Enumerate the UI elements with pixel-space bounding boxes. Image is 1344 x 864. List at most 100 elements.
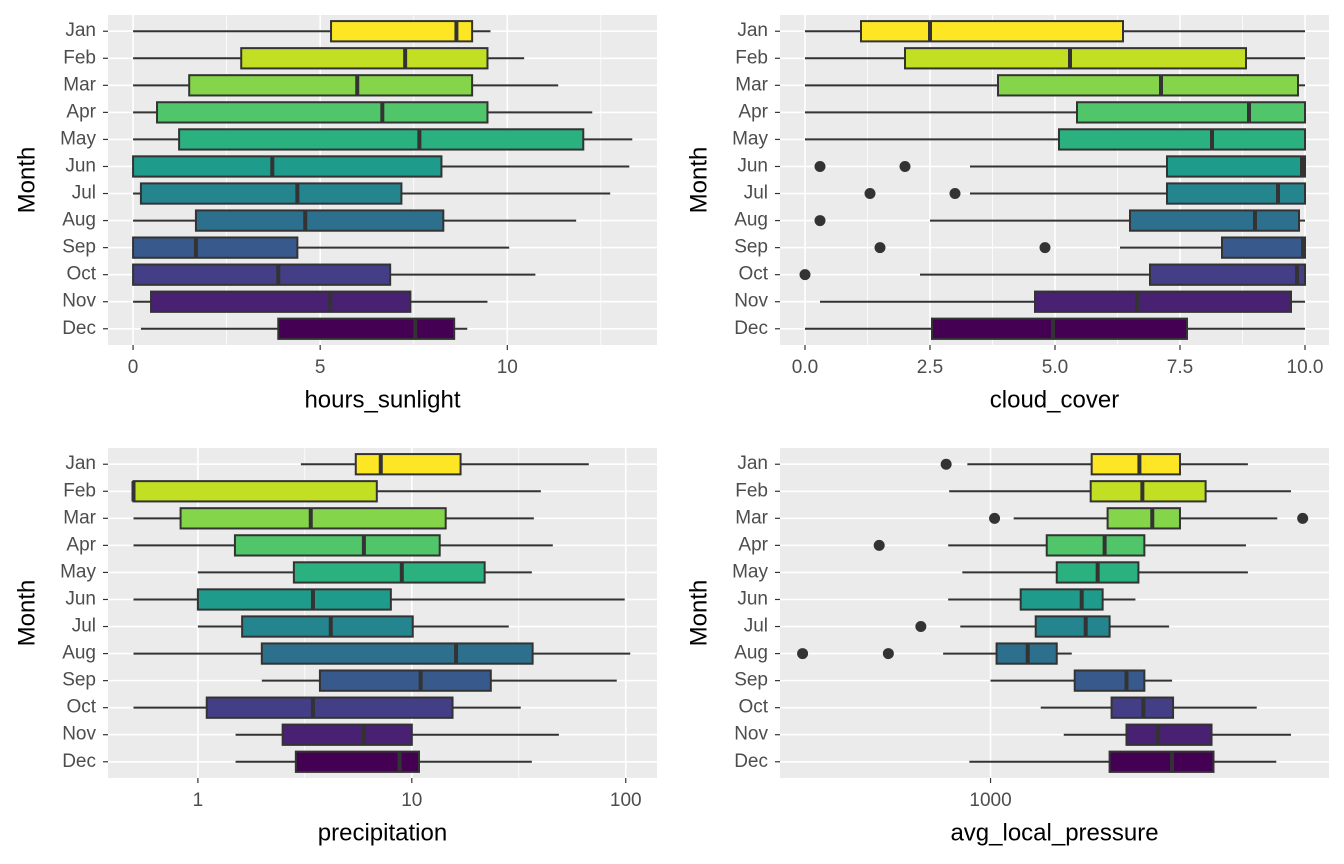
y-tick-label: Jun	[65, 155, 96, 176]
box	[1108, 750, 1215, 773]
box	[132, 263, 392, 286]
x-axis-title: cloud_cover	[990, 386, 1119, 413]
box	[1073, 669, 1146, 692]
box	[1019, 588, 1104, 611]
box	[178, 128, 585, 151]
box	[292, 561, 486, 584]
x-tick-label: 10	[401, 790, 422, 811]
box	[931, 317, 1188, 340]
box	[241, 615, 414, 638]
box	[132, 155, 443, 178]
y-tick-label: Aug	[734, 643, 768, 664]
outlier	[814, 160, 826, 172]
x-tick-label: 0	[128, 357, 139, 378]
y-tick-label: Jun	[737, 155, 768, 176]
y-tick-label: Jan	[737, 453, 768, 474]
box	[188, 74, 474, 97]
y-axis-title: Month	[13, 147, 40, 214]
y-axis-title: Month	[13, 580, 40, 647]
y-tick-label: Oct	[738, 697, 768, 718]
box	[1166, 182, 1306, 205]
box	[139, 182, 403, 205]
outlier	[882, 648, 894, 660]
box	[330, 20, 474, 43]
outlier	[915, 621, 927, 633]
outlier	[989, 512, 1001, 524]
y-tick-label: Nov	[62, 291, 96, 312]
x-axis-title: precipitation	[318, 819, 447, 846]
y-tick-label: Mar	[735, 507, 768, 528]
y-tick-label: Oct	[66, 697, 96, 718]
x-axis-title: hours_sunlight	[304, 386, 460, 413]
box	[1045, 534, 1146, 557]
box	[860, 20, 1124, 43]
y-tick-label: Jan	[65, 20, 96, 41]
y-tick-label: Oct	[738, 264, 768, 285]
box	[1089, 480, 1207, 503]
box	[1034, 290, 1292, 313]
outlier	[1297, 512, 1309, 524]
x-tick-label: 7.5	[1167, 357, 1193, 378]
y-tick-label: Apr	[66, 101, 96, 122]
box	[156, 101, 489, 124]
box	[1149, 263, 1306, 286]
box	[132, 236, 299, 259]
outlier	[873, 539, 885, 551]
y-tick-label: Jul	[72, 616, 96, 637]
y-tick-label: Dec	[734, 751, 768, 772]
y-tick-label: Sep	[734, 237, 768, 258]
box	[277, 317, 456, 340]
y-tick-label: Feb	[735, 47, 768, 68]
box	[205, 696, 454, 719]
y-tick-label: Jul	[744, 183, 768, 204]
y-tick-label: Feb	[63, 480, 96, 501]
y-tick-label: Feb	[735, 480, 768, 501]
box	[1076, 101, 1306, 124]
panel-background	[108, 15, 657, 345]
y-tick-label: Aug	[734, 210, 768, 231]
x-tick-label: 100	[610, 790, 642, 811]
outlier	[940, 458, 952, 470]
box	[1090, 453, 1181, 476]
outlier	[899, 160, 911, 172]
y-tick-label: Sep	[62, 237, 96, 258]
x-tick-label: 10	[497, 357, 518, 378]
y-tick-label: Mar	[63, 507, 96, 528]
y-axis-title: Month	[685, 147, 712, 214]
box	[318, 669, 492, 692]
y-tick-label: Jun	[737, 588, 768, 609]
box	[904, 47, 1247, 70]
y-tick-label: Dec	[734, 318, 768, 339]
y-tick-label: Mar	[63, 74, 96, 95]
box	[997, 74, 1299, 97]
y-tick-label: Feb	[63, 47, 96, 68]
outlier	[864, 188, 876, 200]
y-tick-label: Aug	[62, 643, 96, 664]
box	[1106, 507, 1181, 530]
y-tick-label: Apr	[738, 101, 768, 122]
y-tick-label: Jan	[65, 453, 96, 474]
x-tick-label: 5	[315, 357, 326, 378]
y-tick-label: Jul	[744, 616, 768, 637]
y-tick-label: Nov	[734, 724, 768, 745]
y-tick-label: Dec	[62, 318, 96, 339]
y-tick-label: Sep	[62, 670, 96, 691]
x-tick-label: 2.5	[917, 357, 943, 378]
box	[1125, 723, 1213, 746]
y-tick-label: May	[732, 128, 768, 149]
box	[196, 588, 392, 611]
box	[260, 642, 534, 665]
outlier	[797, 648, 809, 660]
y-tick-label: Apr	[66, 534, 96, 555]
x-tick-label: 1	[193, 790, 204, 811]
y-tick-label: Oct	[66, 264, 96, 285]
x-tick-label: 1000	[969, 790, 1011, 811]
y-tick-label: Apr	[738, 534, 768, 555]
box	[194, 209, 445, 232]
y-tick-label: May	[60, 561, 96, 582]
panel-background	[780, 448, 1329, 778]
y-tick-label: Dec	[62, 751, 96, 772]
outlier	[1039, 242, 1051, 254]
x-tick-label: 5.0	[1042, 357, 1068, 378]
